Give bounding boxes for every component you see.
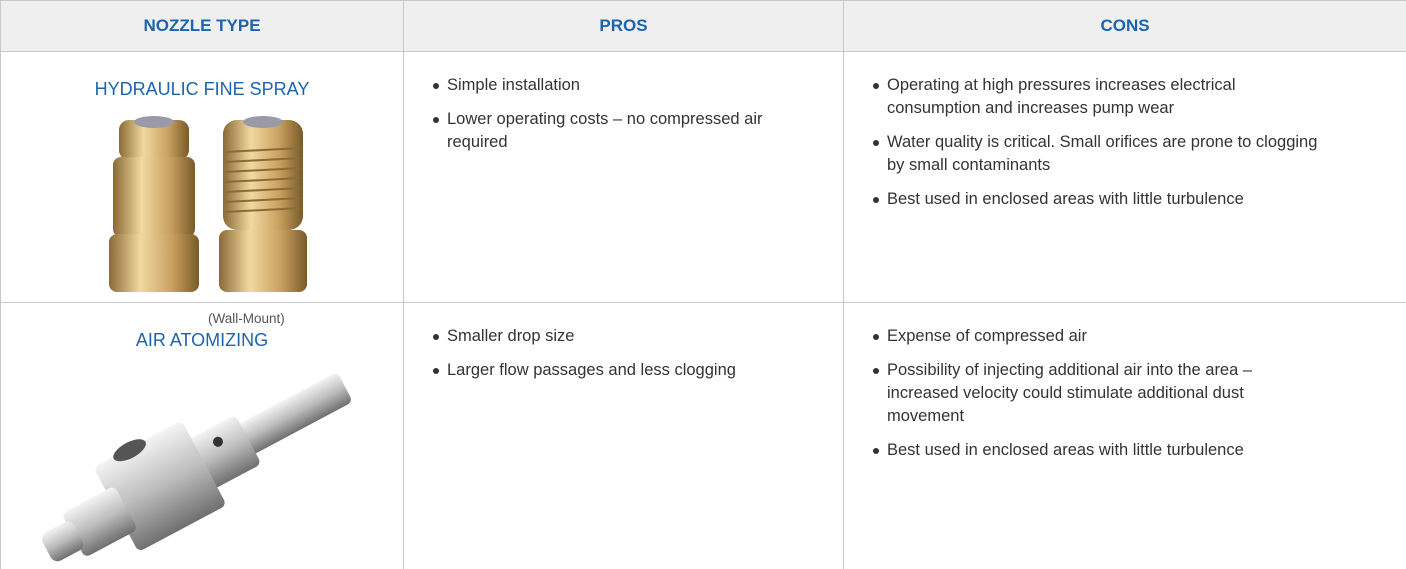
header-cell: PROS [403,0,844,52]
row: HYDRAULIC FINE SPRAY (Wall-Mount) [0,51,1406,326]
con-item: Best used in enclosed areas with little … [873,439,1327,462]
type-cell: HYDRAULIC FINE SPRAY (Wall-Mount) [0,51,404,326]
pros-list: Smaller drop size Larger flow passages a… [404,325,843,382]
cons-list: Operating at high pressures increases el… [844,74,1406,211]
row: AIR ATOMIZING Smaller drop size [0,302,1406,569]
nozzle-type: HYDRAULIC FINE SPRAY [94,79,310,99]
type-cell: AIR ATOMIZING [0,302,404,569]
con-item: Possibility of injecting additional air … [873,359,1287,428]
pros-list: Simple installation Lower operating cost… [404,74,843,154]
nozzle-type: AIR ATOMIZING [135,330,269,350]
pros-cell: Smaller drop size Larger flow passages a… [403,302,844,569]
pro-item: Smaller drop size [433,325,777,348]
pro-item: Lower operating costs – no compressed ai… [433,108,777,154]
air-atomizing-image [41,373,351,562]
pro-item: Simple installation [433,74,777,97]
cons-cell: Operating at high pressures increases el… [843,51,1406,303]
header-cell: NOZZLE TYPE [0,0,404,52]
header-cell: CONS [843,0,1406,52]
pros-cell: Simple installation Lower operating cost… [403,51,844,303]
con-item: Water quality is critical. Small orifice… [873,131,1327,177]
header-row: NOZZLE TYPE PROS CONS [0,0,1406,52]
con-item: Operating at high pressures increases el… [873,74,1327,120]
cons-cell: Expense of compressed air Possibility of… [843,302,1406,569]
con-item: Best used in enclosed areas with little … [873,188,1327,211]
cons-list: Expense of compressed air Possibility of… [844,325,1406,462]
brass-nozzles-image [109,116,307,292]
pro-item: Larger flow passages and less clogging [433,359,777,382]
con-item: Expense of compressed air [873,325,1327,348]
